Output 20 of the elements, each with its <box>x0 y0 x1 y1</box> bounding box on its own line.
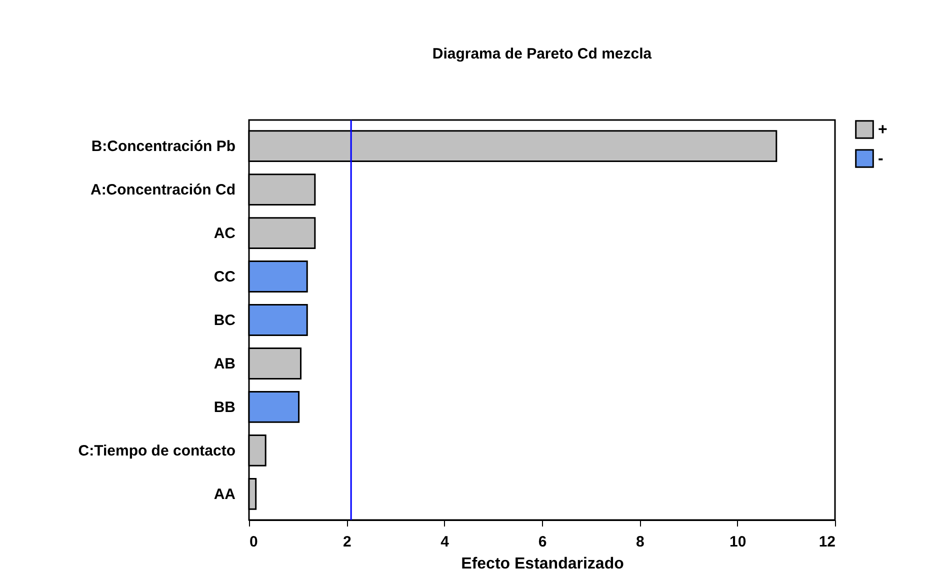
legend-label: - <box>878 150 884 168</box>
y-tick-label: C:Tiempo de contacto <box>78 442 236 460</box>
x-tick-label: 10 <box>729 534 746 550</box>
legend-label: + <box>878 122 888 138</box>
x-tick-label: 6 <box>538 534 547 550</box>
y-tick-label: CC <box>214 268 236 286</box>
x-axis-title: Efecto Estandarizado <box>461 556 624 572</box>
x-tick-label: 0 <box>250 534 258 550</box>
x-tick-label: 2 <box>342 534 352 550</box>
y-tick-label: AC <box>214 225 236 242</box>
y-tick-label: A:Concentración Cd <box>90 182 236 199</box>
x-tick-label: 8 <box>636 534 644 550</box>
y-tick-label: BC <box>214 312 236 329</box>
x-tick-label: 12 <box>818 534 836 550</box>
y-tick-label: B:Concentración Pb <box>91 138 236 156</box>
x-tick-label: 4 <box>440 534 450 550</box>
chart-title: Diagrama de Pareto Cd mezcla <box>432 45 652 62</box>
y-tick-label: AA <box>214 486 236 503</box>
y-tick-label: BB <box>214 398 236 416</box>
y-tick-label: AB <box>214 355 236 372</box>
